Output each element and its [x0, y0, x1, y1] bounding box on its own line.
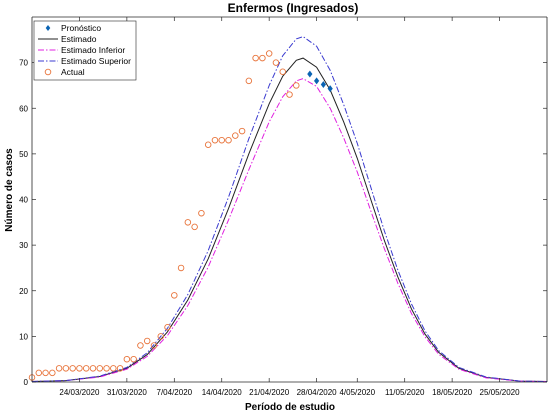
x-tick-label: 28/04/2020 — [297, 388, 338, 397]
x-tick-label: 24/03/2020 — [59, 388, 100, 397]
y-tick-label: 60 — [19, 104, 28, 113]
y-axis-label: Número de casos — [4, 148, 15, 232]
point-actual — [82, 365, 90, 372]
point-actual — [103, 365, 110, 372]
y-tick-label: 70 — [19, 59, 28, 68]
point-actual — [76, 365, 83, 372]
x-tick-label: 4/05/2020 — [339, 388, 375, 397]
x-tick-label: 25/05/2020 — [480, 388, 521, 397]
series-lines — [31, 36, 548, 382]
point-actual — [35, 369, 43, 377]
point-actual — [279, 68, 286, 75]
point-actual — [55, 365, 63, 372]
series-markers — [28, 50, 333, 381]
point-actual — [286, 91, 293, 98]
point-pronostico — [313, 77, 320, 85]
y-tick-label: 50 — [19, 150, 28, 159]
point-actual — [171, 292, 178, 299]
x-tick-label: 7/04/2020 — [157, 388, 193, 397]
legend-label-estimado-superior: Estimado Superior — [61, 56, 131, 66]
point-actual — [198, 209, 205, 217]
point-pronostico — [320, 80, 327, 89]
chart-title: Enfermos (Ingresados) — [228, 1, 359, 15]
point-actual — [130, 355, 137, 363]
y-tick-label: 0 — [24, 378, 29, 387]
point-actual — [265, 50, 273, 57]
point-actual — [218, 136, 225, 144]
y-tick-label: 30 — [19, 241, 28, 250]
point-actual — [89, 365, 97, 372]
point-actual — [211, 136, 219, 144]
point-actual — [293, 82, 300, 89]
point-actual — [157, 333, 164, 340]
x-tick-label: 31/03/2020 — [107, 388, 148, 397]
y-tick-label: 20 — [19, 287, 28, 296]
x-axis-label: Período de estudio — [245, 402, 335, 413]
point-actual — [184, 219, 192, 226]
point-actual — [96, 365, 104, 372]
point-actual — [204, 141, 212, 148]
y-tick-label: 40 — [19, 196, 28, 205]
point-actual — [232, 132, 239, 139]
point-pronostico — [327, 85, 333, 93]
point-actual — [259, 54, 266, 62]
point-actual — [42, 369, 49, 377]
axes — [31, 16, 548, 383]
point-pronostico — [307, 70, 313, 78]
point-actual — [110, 365, 117, 372]
point-actual — [238, 127, 246, 135]
legend-label-estimado-inferior: Estimado Inferior — [61, 45, 125, 55]
point-actual — [225, 136, 232, 144]
x-tick-label: 21/04/2020 — [249, 388, 290, 397]
point-actual — [137, 342, 144, 349]
point-actual — [272, 59, 280, 66]
y-tick-label: 10 — [19, 332, 28, 341]
legend-label-pronostico: Pronóstico — [61, 23, 101, 33]
series-line-estimado — [31, 57, 548, 382]
legend-label-actual: Actual — [61, 67, 85, 77]
point-actual — [177, 264, 185, 272]
x-tick-label: 11/05/2020 — [385, 388, 425, 397]
point-actual — [245, 77, 253, 85]
tick-labels: 0 10 20 30 40 50 60 70 24/03/2020 31/03/2020 7/04/… — [19, 59, 520, 397]
point-actual — [49, 369, 56, 377]
point-actual — [62, 365, 70, 372]
point-actual — [150, 342, 158, 349]
legend-swatch-pronostico — [45, 25, 51, 31]
point-actual — [191, 223, 198, 231]
point-actual — [69, 365, 76, 372]
point-actual — [116, 365, 124, 372]
point-actual — [252, 54, 259, 62]
point-actual — [164, 324, 171, 331]
x-tick-label: 14/04/2020 — [202, 388, 243, 397]
point-actual — [123, 355, 131, 363]
series-line-estimado-inferior — [31, 78, 548, 382]
legend-label-estimado: Estimado — [61, 34, 97, 44]
series-line-estimado-superior — [31, 36, 548, 382]
legend-swatch-actual — [44, 68, 52, 76]
point-actual — [143, 337, 151, 345]
x-tick-label: 18/05/2020 — [432, 388, 473, 397]
